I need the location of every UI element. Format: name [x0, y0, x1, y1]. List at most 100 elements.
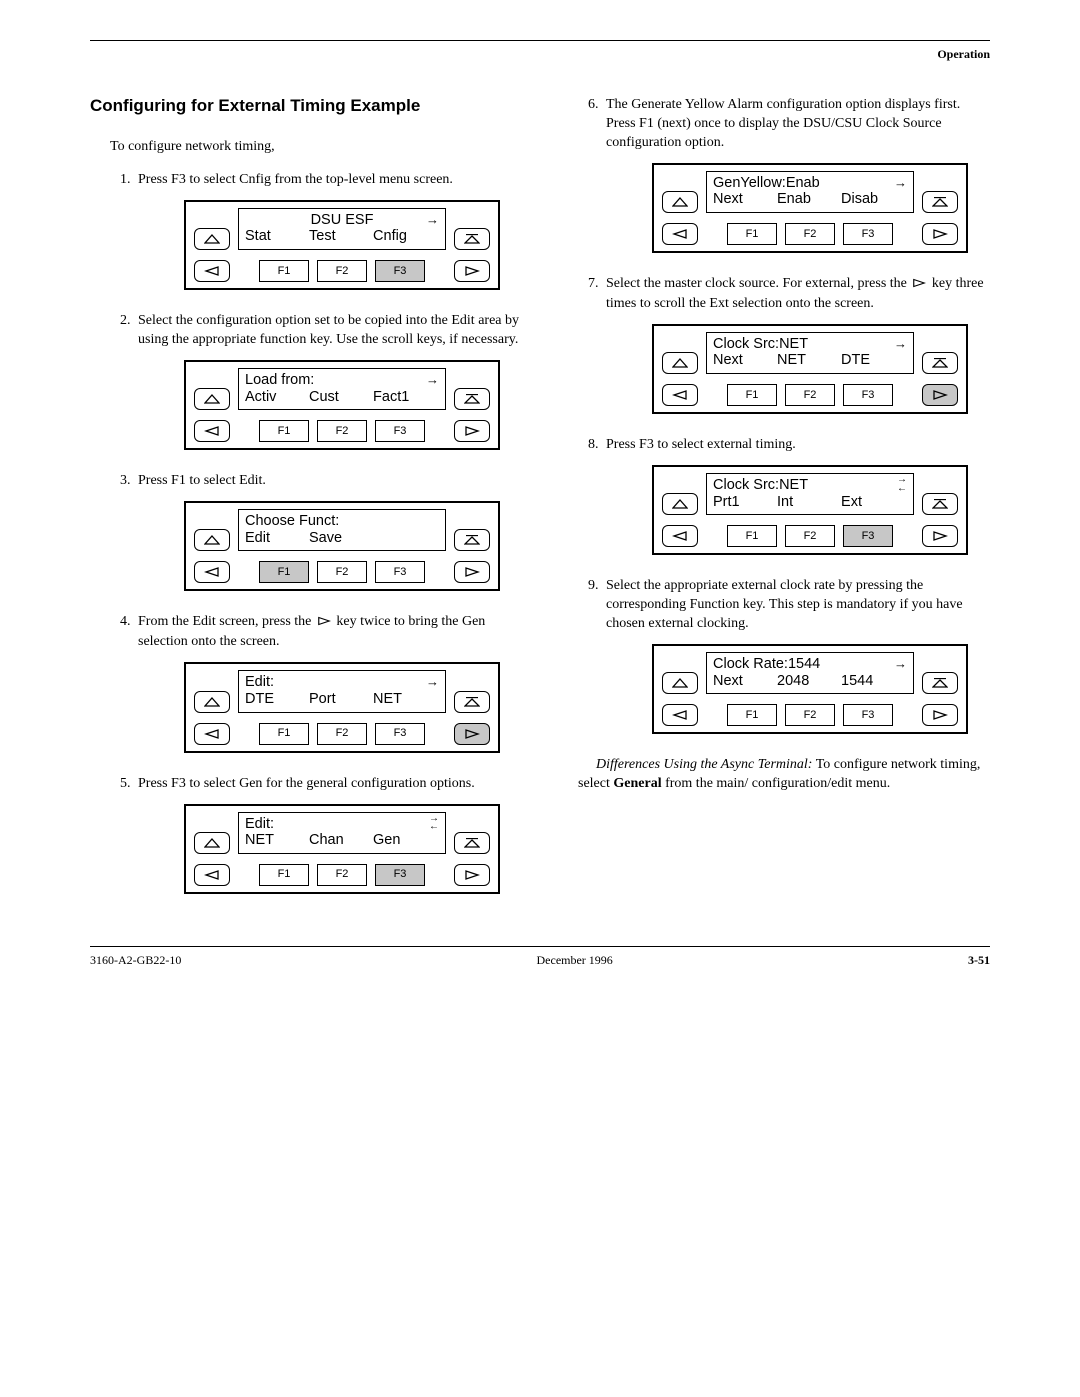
f3-button[interactable]: F3 [375, 260, 425, 282]
lcd-options: Next20481544 [713, 673, 907, 690]
scroll-right-button[interactable] [922, 704, 958, 726]
scroll-left-button[interactable] [194, 260, 230, 282]
scroll-left-button[interactable] [662, 384, 698, 406]
home-button[interactable] [922, 352, 958, 374]
lcd-option: DTE [841, 352, 905, 369]
f3-button[interactable]: F3 [375, 723, 425, 745]
lcd-option [373, 530, 437, 547]
footer-left: 3160-A2-GB22-10 [90, 953, 181, 968]
lcd-option: Chan [309, 832, 373, 849]
f2-button[interactable]: F2 [317, 723, 367, 745]
lcd-line1: GenYellow:Enab [713, 175, 907, 192]
scroll-left-button[interactable] [662, 223, 698, 245]
scroll-left-button[interactable] [662, 525, 698, 547]
up-button[interactable] [662, 493, 698, 515]
f2-button[interactable]: F2 [785, 384, 835, 406]
up-button[interactable] [194, 388, 230, 410]
step-2: Select the configuration option set to b… [134, 312, 522, 450]
up-button[interactable] [194, 228, 230, 250]
f1-button[interactable]: F1 [259, 561, 309, 583]
f3-button[interactable]: F3 [843, 223, 893, 245]
f2-button[interactable]: F2 [785, 704, 835, 726]
scroll-left-button[interactable] [194, 561, 230, 583]
scroll-left-button[interactable] [662, 704, 698, 726]
scroll-right-button[interactable] [922, 525, 958, 547]
f1-button[interactable]: F1 [259, 260, 309, 282]
scroll-right-button[interactable] [454, 561, 490, 583]
f1-button[interactable]: F1 [727, 704, 777, 726]
f2-button[interactable]: F2 [785, 525, 835, 547]
scroll-right-button[interactable] [454, 864, 490, 886]
up-button[interactable] [194, 832, 230, 854]
lcd-option: Prt1 [713, 494, 777, 511]
lcd-options: DTEPortNET [245, 691, 439, 708]
scroll-right-icon: → [894, 657, 907, 670]
home-button[interactable] [454, 529, 490, 551]
right-column: The Generate Yellow Alarm configuration … [558, 96, 990, 916]
scroll-right-button[interactable] [922, 384, 958, 406]
home-button[interactable] [454, 832, 490, 854]
lcd-display: →Clock Src:NETNextNETDTE [706, 332, 914, 374]
up-button[interactable] [194, 529, 230, 551]
lcd-panel: Choose Funct:EditSave F1 F2 F3 [184, 501, 500, 591]
f1-button[interactable]: F1 [727, 223, 777, 245]
f3-button[interactable]: F3 [843, 384, 893, 406]
lcd-option: NET [373, 691, 437, 708]
footer-center: December 1996 [537, 953, 613, 968]
f3-button[interactable]: F3 [843, 704, 893, 726]
step-text: Press F3 to select Gen for the general c… [138, 776, 475, 791]
scroll-right-button[interactable] [454, 723, 490, 745]
scroll-left-button[interactable] [194, 723, 230, 745]
step-8: Press F3 to select external timing. →←Cl… [602, 436, 990, 555]
lcd-option: Fact1 [373, 389, 437, 406]
tail-paragraph: Differences Using the Async Terminal: To… [578, 756, 990, 794]
lcd-option: Next [713, 191, 777, 208]
home-button[interactable] [922, 493, 958, 515]
up-button[interactable] [194, 691, 230, 713]
up-button[interactable] [662, 191, 698, 213]
step-4: From the Edit screen, press the key twic… [134, 613, 522, 752]
scroll-right-icon: → [426, 373, 439, 386]
home-button[interactable] [922, 672, 958, 694]
scroll-right-button[interactable] [454, 260, 490, 282]
scroll-left-button[interactable] [194, 420, 230, 442]
f2-button[interactable]: F2 [317, 260, 367, 282]
scroll-both-icon: →← [897, 476, 907, 493]
home-button[interactable] [922, 191, 958, 213]
f3-button[interactable]: F3 [843, 525, 893, 547]
scroll-right-button[interactable] [454, 420, 490, 442]
lcd-display: →GenYellow:EnabNextEnabDisab [706, 171, 914, 213]
right-arrow-icon [317, 614, 331, 633]
scroll-right-icon: → [426, 213, 439, 226]
home-button[interactable] [454, 691, 490, 713]
f1-button[interactable]: F1 [727, 525, 777, 547]
scroll-right-icon: → [426, 675, 439, 688]
bottom-rule [90, 946, 990, 947]
lcd-display: Choose Funct:EditSave [238, 509, 446, 551]
step-1: Press F3 to select Cnfig from the top-le… [134, 171, 522, 290]
up-button[interactable] [662, 672, 698, 694]
f2-button[interactable]: F2 [317, 420, 367, 442]
step-text-pre: Select the master clock source. For exte… [606, 276, 910, 291]
home-button[interactable] [454, 228, 490, 250]
up-button[interactable] [662, 352, 698, 374]
f3-button[interactable]: F3 [375, 561, 425, 583]
top-rule [90, 40, 990, 41]
home-button[interactable] [454, 388, 490, 410]
f2-button[interactable]: F2 [317, 864, 367, 886]
scroll-left-button[interactable] [194, 864, 230, 886]
scroll-right-button[interactable] [922, 223, 958, 245]
lcd-option: Edit [245, 530, 309, 547]
f3-button[interactable]: F3 [375, 864, 425, 886]
f1-button[interactable]: F1 [727, 384, 777, 406]
lcd-option: Disab [841, 191, 905, 208]
f2-button[interactable]: F2 [317, 561, 367, 583]
step-3: Press F1 to select Edit. Choose Funct:Ed… [134, 472, 522, 591]
f2-button[interactable]: F2 [785, 223, 835, 245]
f1-button[interactable]: F1 [259, 420, 309, 442]
footer: 3160-A2-GB22-10 December 1996 3-51 [90, 953, 990, 968]
f1-button[interactable]: F1 [259, 723, 309, 745]
f3-button[interactable]: F3 [375, 420, 425, 442]
scroll-both-icon: →← [429, 815, 439, 832]
f1-button[interactable]: F1 [259, 864, 309, 886]
